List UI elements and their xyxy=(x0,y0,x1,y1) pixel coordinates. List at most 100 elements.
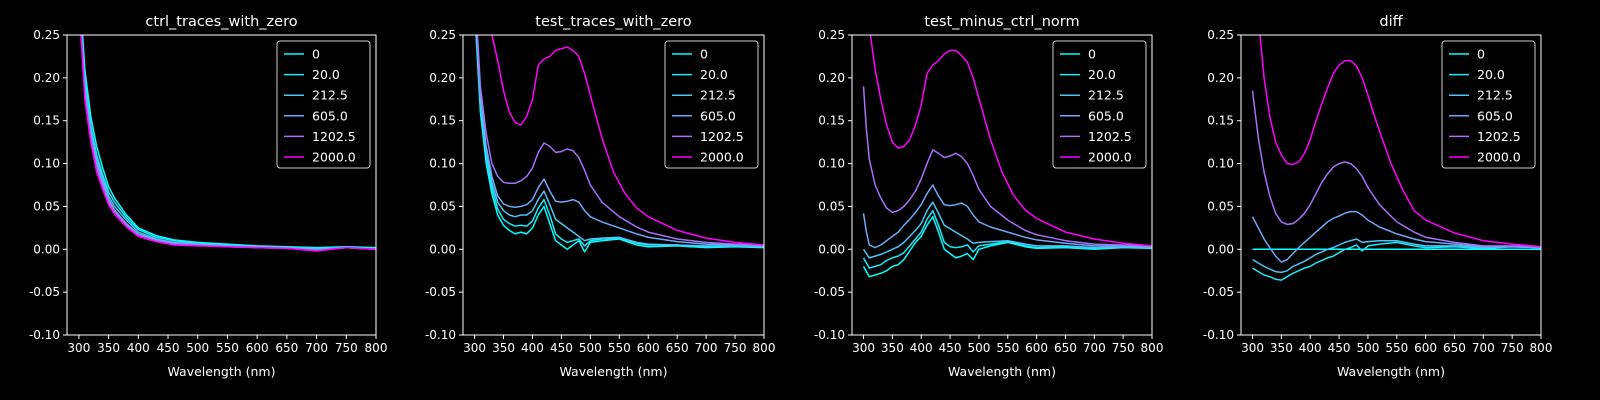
legend-label: 0 xyxy=(312,47,320,62)
legend-label: 605.0 xyxy=(1088,108,1124,123)
y-tick-label: -0.05 xyxy=(425,285,456,299)
legend-label: 212.5 xyxy=(1088,88,1124,103)
legend-label: 2000.0 xyxy=(312,150,356,165)
y-tick-label: 0.05 xyxy=(1207,199,1234,213)
x-tick-label: 800 xyxy=(365,341,388,355)
y-tick-label: 0.05 xyxy=(33,199,60,213)
chart-title: ctrl_traces_with_zero xyxy=(145,14,297,30)
x-tick-label: 600 xyxy=(1025,341,1048,355)
legend-label: 2000.0 xyxy=(1477,150,1521,165)
x-tick-label: 350 xyxy=(97,341,120,355)
x-tick-label: 450 xyxy=(1328,341,1351,355)
legend-label: 212.5 xyxy=(312,88,348,103)
y-tick-label: 0.00 xyxy=(33,242,60,256)
chart-title: diff xyxy=(1379,14,1403,30)
legend-label: 605.0 xyxy=(312,108,348,123)
y-tick-label: -0.05 xyxy=(1203,285,1234,299)
y-tick-label: -0.05 xyxy=(29,285,60,299)
x-tick-label: 650 xyxy=(275,341,298,355)
series-line-2000-0 xyxy=(491,35,764,246)
x-tick-label: 600 xyxy=(637,341,660,355)
y-tick-label: 0.15 xyxy=(429,114,456,128)
x-axis-label: Wavelength (nm) xyxy=(168,364,276,379)
x-tick-label: 550 xyxy=(996,341,1019,355)
legend: 0 20.0 212.5 605.0 1202.5 2000.0 xyxy=(664,40,759,169)
x-tick-label: 700 xyxy=(305,341,328,355)
x-tick-label: 600 xyxy=(246,341,269,355)
subplot-2: 300 350 400 450 500 550 600 650 700 750 800 -0.10 -0… xyxy=(425,14,776,379)
legend-label: 20.0 xyxy=(1088,67,1116,82)
legend-label: 20.0 xyxy=(1477,67,1505,82)
legend-label: 605.0 xyxy=(1477,108,1513,123)
x-tick-label: 300 xyxy=(67,341,90,355)
y-tick-label: 0.15 xyxy=(33,114,60,128)
series-line-212-5 xyxy=(862,201,1152,259)
x-tick-label: 800 xyxy=(1141,341,1164,355)
series-line-2000-0 xyxy=(869,35,1152,247)
series-line-2000-0 xyxy=(80,35,376,252)
x-tick-label: 500 xyxy=(1356,341,1379,355)
y-tick-label: 0.05 xyxy=(429,199,456,213)
y-tick-label: 0.10 xyxy=(429,157,456,171)
legend: 0 20.0 212.5 605.0 1202.5 2000.0 xyxy=(1441,40,1536,169)
y-tick-label: 0.20 xyxy=(1207,71,1234,85)
x-tick-label: 500 xyxy=(967,341,990,355)
series-line-20-0 xyxy=(862,209,1152,269)
series-line-0 xyxy=(475,35,764,253)
x-tick-label: 650 xyxy=(1443,341,1466,355)
y-tick-label: 0.20 xyxy=(33,71,60,85)
chart-title: test_traces_with_zero xyxy=(535,14,692,30)
legend-label: 1202.5 xyxy=(1088,129,1132,144)
y-tick-label: -0.10 xyxy=(29,328,60,342)
series-line-1202-5 xyxy=(1251,90,1541,248)
x-tick-label: 400 xyxy=(910,341,933,355)
x-tick-label: 600 xyxy=(1414,341,1437,355)
y-tick-label: -0.10 xyxy=(814,328,845,342)
series-line-0 xyxy=(862,215,1152,278)
legend-label: 20.0 xyxy=(700,67,728,82)
legend-label: 2000.0 xyxy=(700,150,744,165)
y-tick-label: 0.00 xyxy=(1207,242,1234,256)
subplot-1: 300 350 400 450 500 550 600 650 700 750 800 -0.10 -0… xyxy=(29,14,388,379)
legend-label: 212.5 xyxy=(1477,88,1513,103)
x-tick-label: 450 xyxy=(157,341,180,355)
legend-label: 0 xyxy=(1477,47,1485,62)
y-tick-label: 0.00 xyxy=(429,242,456,256)
series-line-212-5 xyxy=(475,35,764,248)
x-tick-label: 450 xyxy=(550,341,573,355)
series-group xyxy=(1251,35,1541,281)
legend: 0 20.0 212.5 605.0 1202.5 2000.0 xyxy=(1052,40,1147,169)
series-line-20-0 xyxy=(475,35,764,248)
y-tick-label: 0.15 xyxy=(818,114,845,128)
axes-frame xyxy=(851,34,1153,336)
x-tick-label: 700 xyxy=(695,341,718,355)
y-tick-label: 0.25 xyxy=(1207,28,1234,42)
x-tick-label: 350 xyxy=(881,341,904,355)
series-line-1202-5 xyxy=(476,35,764,246)
x-tick-label: 700 xyxy=(1083,341,1106,355)
chart-title: test_minus_ctrl_norm xyxy=(924,14,1079,30)
y-tick-label: -0.05 xyxy=(814,285,845,299)
axes-frame xyxy=(66,34,377,336)
legend-label: 605.0 xyxy=(700,108,736,123)
legend: 0 20.0 212.5 605.0 1202.5 2000.0 xyxy=(276,40,371,169)
y-tick-label: 0.25 xyxy=(33,28,60,42)
x-tick-label: 750 xyxy=(335,341,358,355)
y-tick-label: 0.20 xyxy=(818,71,845,85)
series-line-1202-5 xyxy=(862,86,1152,247)
x-tick-label: 800 xyxy=(1530,341,1553,355)
y-tick-label: 0.10 xyxy=(33,157,60,171)
y-tick-label: 0.10 xyxy=(1207,157,1234,171)
x-tick-label: 750 xyxy=(724,341,747,355)
x-tick-label: 550 xyxy=(1385,341,1408,355)
x-tick-label: 700 xyxy=(1472,341,1495,355)
series-line-605-0 xyxy=(476,35,764,247)
x-tick-label: 300 xyxy=(852,341,875,355)
x-axis-label: Wavelength (nm) xyxy=(560,364,668,379)
series-line-605-0 xyxy=(1251,210,1541,263)
legend-label: 0 xyxy=(1088,47,1096,62)
legend-label: 2000.0 xyxy=(1088,150,1132,165)
y-tick-label: 0.25 xyxy=(818,28,845,42)
